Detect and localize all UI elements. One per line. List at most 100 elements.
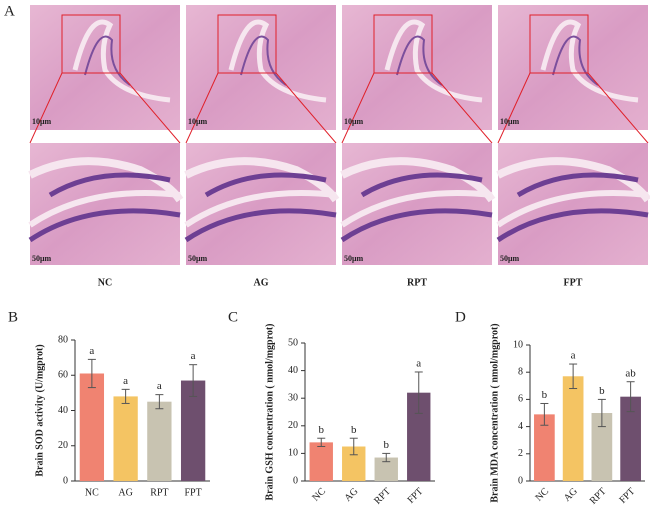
x-tick-label: RPT bbox=[372, 486, 393, 507]
zoom-line bbox=[587, 72, 649, 144]
scale-label: 10μm bbox=[500, 117, 520, 126]
scale-label: 10μm bbox=[188, 117, 208, 126]
bar bbox=[147, 401, 172, 481]
y-tick-label: 0 bbox=[518, 475, 523, 486]
significance-letter: a bbox=[191, 350, 196, 362]
bar bbox=[407, 392, 431, 481]
scale-label: 50μm bbox=[500, 254, 520, 263]
x-tick-label: RPT bbox=[588, 486, 609, 507]
y-tick-label: 20 bbox=[58, 440, 68, 451]
tissue-structure bbox=[496, 190, 649, 228]
tissue-structure bbox=[360, 172, 483, 198]
scale-label: 50μm bbox=[32, 254, 52, 263]
tissue-structure bbox=[340, 157, 496, 203]
y-tick-label: 50 bbox=[288, 337, 298, 348]
scale-label: 10μm bbox=[32, 117, 52, 126]
tissue-structure bbox=[184, 208, 337, 243]
significance-letter: b bbox=[542, 389, 548, 401]
x-tick-label: NC bbox=[310, 486, 328, 504]
zoom-box bbox=[61, 14, 121, 74]
tissue-structure bbox=[540, 19, 639, 103]
y-tick-label: 0 bbox=[63, 475, 68, 486]
x-tick-label: NC bbox=[534, 486, 552, 504]
y-tick-label: 0 bbox=[293, 475, 298, 486]
bar bbox=[309, 442, 333, 481]
significance-letter: a bbox=[571, 350, 576, 362]
tissue-structure bbox=[28, 190, 181, 228]
y-tick-label: 8 bbox=[518, 366, 523, 377]
y-tick-label: 80 bbox=[58, 334, 68, 345]
bar bbox=[342, 446, 366, 481]
tissue-structure bbox=[552, 35, 599, 86]
tissue-structure bbox=[396, 35, 443, 86]
tissue-structure bbox=[184, 157, 340, 203]
zoom-line bbox=[29, 72, 63, 144]
tissue-structure bbox=[516, 172, 639, 198]
scale-label: 10μm bbox=[344, 117, 364, 126]
bar bbox=[620, 396, 641, 481]
y-tick-label: 4 bbox=[518, 421, 523, 432]
y-tick-label: 6 bbox=[518, 394, 523, 405]
x-tick-label: AG bbox=[562, 486, 580, 504]
bar bbox=[180, 380, 206, 481]
tissue-structure bbox=[204, 172, 327, 198]
tissue-structure bbox=[340, 208, 493, 243]
zoom-box bbox=[217, 14, 277, 74]
tissue-structure bbox=[496, 157, 650, 203]
zoom-line bbox=[275, 72, 337, 144]
tissue-structure bbox=[228, 19, 327, 103]
y-axis-label: Brain SOD activity (U/mgprot) bbox=[34, 344, 45, 476]
x-tick-label: FPT bbox=[406, 486, 426, 506]
group-label: RPT bbox=[407, 277, 427, 288]
y-axis-label: Brain GSH concentration ( nmol/mgprot) bbox=[264, 323, 275, 500]
tissue-structure bbox=[240, 35, 287, 86]
tissue-structure bbox=[72, 19, 171, 103]
panel-label: A bbox=[4, 3, 15, 19]
significance-letter: a bbox=[89, 345, 94, 357]
bar bbox=[113, 396, 138, 481]
x-tick-label: RPT bbox=[150, 487, 168, 498]
tissue-structure bbox=[496, 208, 649, 243]
group-label: NC bbox=[98, 277, 112, 288]
tissue-structure bbox=[384, 19, 483, 103]
bar bbox=[591, 413, 613, 481]
x-tick-label: AG bbox=[118, 487, 132, 498]
zoom-box bbox=[373, 14, 433, 74]
y-axis-label: Brain MDA concentration ( nmol/mgprot) bbox=[489, 323, 500, 502]
scale-label: 50μm bbox=[188, 254, 208, 263]
zoom-line bbox=[341, 72, 375, 144]
significance-letter: ab bbox=[625, 367, 636, 379]
zoom-line bbox=[185, 72, 219, 144]
panel-label: C bbox=[228, 309, 238, 325]
panel-label: D bbox=[455, 309, 466, 325]
zoom-line bbox=[431, 72, 493, 144]
tissue-structure bbox=[28, 157, 184, 203]
significance-letter: a bbox=[123, 375, 128, 387]
tissue-structure bbox=[28, 208, 181, 243]
x-tick-label: FPT bbox=[185, 487, 202, 498]
scale-label: 50μm bbox=[344, 254, 364, 263]
y-tick-label: 60 bbox=[58, 370, 68, 381]
bar bbox=[562, 376, 584, 481]
x-tick-label: NC bbox=[85, 487, 99, 498]
significance-letter: b bbox=[319, 424, 325, 436]
y-tick-label: 10 bbox=[513, 339, 523, 350]
zoom-line bbox=[119, 72, 181, 144]
x-tick-label: FPT bbox=[617, 486, 637, 506]
significance-letter: b bbox=[384, 439, 390, 451]
bar bbox=[374, 457, 398, 481]
y-tick-label: 2 bbox=[518, 448, 523, 459]
significance-letter: b bbox=[351, 424, 357, 436]
y-tick-label: 40 bbox=[58, 405, 68, 416]
bar bbox=[534, 414, 555, 481]
zoom-line bbox=[497, 72, 531, 144]
group-label: FPT bbox=[564, 277, 583, 288]
significance-letter: b bbox=[599, 385, 605, 397]
group-label: AG bbox=[254, 277, 269, 288]
y-tick-label: 20 bbox=[288, 420, 298, 431]
tissue-structure bbox=[84, 35, 131, 86]
y-tick-label: 30 bbox=[288, 392, 298, 403]
zoom-box bbox=[529, 14, 589, 74]
y-tick-label: 10 bbox=[288, 448, 298, 459]
